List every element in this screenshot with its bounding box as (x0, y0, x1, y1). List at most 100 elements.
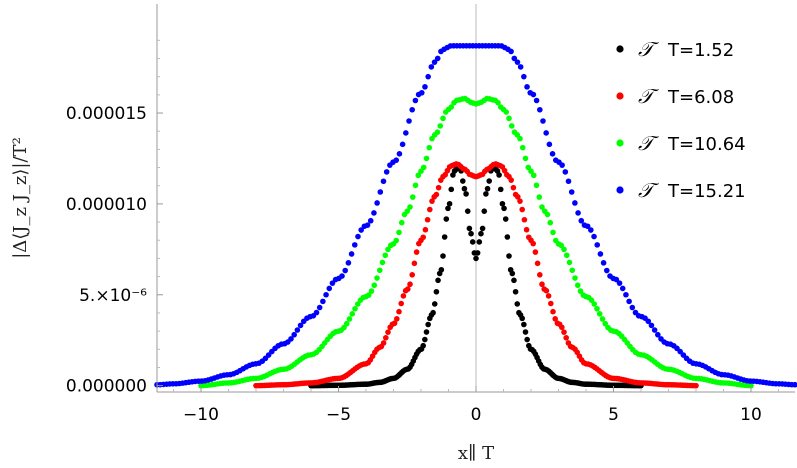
data-point (440, 253, 446, 259)
data-point (288, 336, 294, 342)
data-point (543, 130, 549, 136)
data-point (396, 308, 402, 315)
x-tick-label: 5 (608, 405, 619, 425)
data-point (508, 177, 514, 183)
data-point (561, 329, 567, 335)
data-point (623, 291, 629, 298)
data-point (495, 99, 501, 106)
data-point (558, 242, 565, 249)
data-point (530, 172, 537, 179)
data-point (515, 194, 521, 200)
data-point (533, 182, 540, 189)
x-axis-title: x∥ T (458, 443, 494, 464)
data-point (563, 252, 570, 259)
data-point (407, 204, 413, 210)
y-tick-label: 0.000015 (66, 104, 147, 124)
data-point (748, 382, 754, 389)
data-point (616, 280, 623, 286)
data-point (352, 305, 358, 312)
legend-marker (616, 186, 624, 194)
data-point (523, 226, 530, 233)
data-point (588, 227, 594, 233)
data-point (343, 320, 350, 327)
data-point (415, 172, 422, 179)
data-point (405, 286, 411, 292)
data-point (645, 318, 652, 325)
x-tick-label: 0 (471, 405, 482, 425)
data-point (374, 200, 380, 206)
data-point (418, 89, 425, 96)
data-point (544, 211, 551, 218)
data-point (351, 242, 358, 248)
data-point (358, 227, 364, 233)
data-point (478, 230, 484, 237)
data-point (434, 55, 441, 62)
data-point (316, 304, 323, 311)
data-point (406, 118, 412, 124)
data-point (568, 189, 575, 195)
data-point (481, 208, 488, 214)
data-point (539, 204, 545, 210)
data-point (512, 288, 519, 295)
data-point (409, 194, 416, 200)
data-point (425, 73, 431, 80)
legend-symbol: 𝒯 (638, 37, 660, 61)
data-point (602, 320, 609, 327)
data-point (349, 311, 356, 317)
data-point (693, 382, 699, 389)
data-point (508, 123, 515, 129)
data-point (651, 327, 658, 333)
data-point (377, 189, 384, 195)
x-tick-label: −5 (326, 405, 351, 425)
data-point (434, 129, 441, 135)
data-point (371, 210, 377, 216)
data-point (496, 172, 502, 178)
data-point (510, 184, 517, 191)
data-point (594, 305, 600, 312)
data-point (519, 206, 525, 213)
data-point (575, 210, 581, 216)
series-4 (154, 43, 797, 388)
data-point (648, 322, 655, 329)
data-point (497, 186, 504, 193)
data-point (591, 301, 598, 307)
data-point (521, 216, 528, 223)
data-point (409, 272, 416, 278)
data-point (440, 115, 446, 122)
legend-marker (616, 92, 624, 100)
data-point (391, 320, 398, 327)
data-point (536, 194, 543, 200)
data-point (626, 298, 632, 305)
data-point (486, 178, 493, 184)
legend-label: T=1.52 (667, 40, 734, 61)
data-point (435, 184, 442, 191)
data-point (396, 229, 402, 236)
data-point (380, 178, 387, 185)
data-point (354, 301, 361, 307)
data-point (552, 316, 558, 322)
data-point (584, 223, 591, 230)
data-point (423, 329, 430, 335)
data-point (345, 260, 352, 266)
x-tick-label: 10 (740, 405, 762, 425)
legend-item: 𝒯 T=10.64 (616, 131, 746, 155)
data-point (365, 292, 372, 298)
data-point (501, 205, 507, 212)
data-point (291, 331, 297, 338)
data-point (594, 242, 601, 248)
data-point (320, 298, 326, 305)
y-tick-label: 0.000000 (66, 377, 147, 397)
data-point (547, 219, 554, 226)
data-point (522, 155, 529, 162)
data-point (479, 225, 486, 232)
data-point (341, 324, 347, 331)
data-point (517, 198, 523, 204)
data-point (422, 226, 429, 233)
data-point (437, 123, 444, 129)
data-point (532, 249, 539, 255)
data-point (597, 251, 604, 257)
data-point (411, 260, 418, 267)
data-point (427, 206, 433, 213)
data-point (420, 234, 427, 241)
